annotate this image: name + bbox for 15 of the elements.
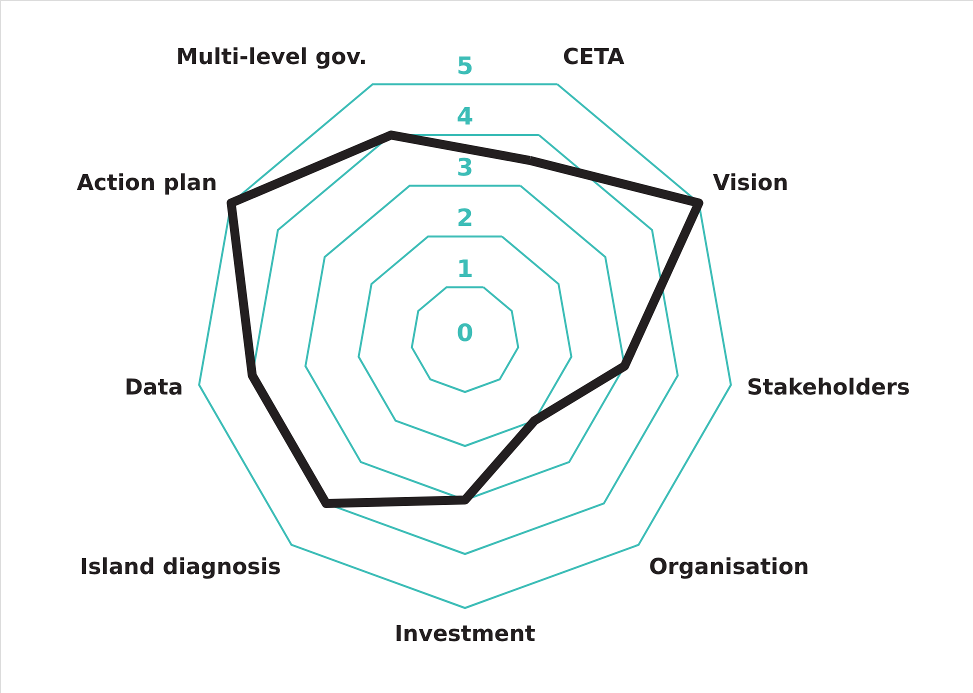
y-tick-label: 3 <box>456 153 474 182</box>
spoke-label: Organisation <box>648 555 810 580</box>
spoke-label: Action plan <box>76 170 218 196</box>
spoke-label: Investment <box>394 622 536 648</box>
spoke-label: Island diagnosis <box>80 555 282 580</box>
y-tick-label: 2 <box>456 204 474 232</box>
y-tick-label: 4 <box>456 102 474 131</box>
spoke-label: Multi-level gov. <box>176 45 368 70</box>
spoke-label: Data <box>124 376 184 401</box>
spoke-label: CETA <box>562 45 624 70</box>
y-tick-label: 0 <box>456 319 474 348</box>
spoke-label: Stakeholders <box>746 376 910 401</box>
spoke-label: Vision <box>712 170 788 196</box>
y-tick-label: 1 <box>456 254 474 283</box>
y-tick-label: 5 <box>456 52 474 80</box>
